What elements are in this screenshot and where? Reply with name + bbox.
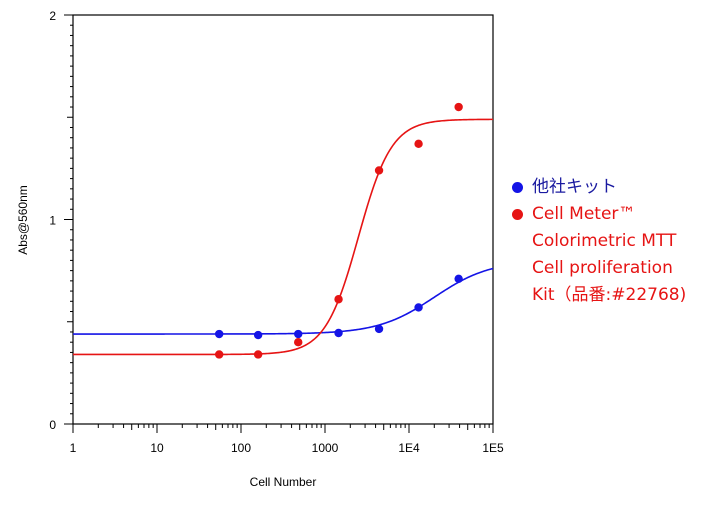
data-point-series-1: [294, 338, 303, 347]
data-point-series-1: [253, 350, 263, 359]
x-axis-ticks: 1 10 100 1000 1E4 1E5: [70, 424, 504, 455]
legend-label-cell-meter: Cell Meter™ Colorimetric MTT Cell prolif…: [532, 204, 687, 305]
data-point-series-0: [294, 329, 303, 339]
legend-item-competitor: 他社キット: [512, 174, 686, 201]
y-axis-label: Abs@560nm: [16, 185, 30, 255]
plot-border: [72, 14, 494, 425]
x-tick-label: 1000: [312, 441, 339, 455]
plot-frame: [72, 14, 494, 425]
data-point-series-1: [334, 295, 343, 304]
legend-marker-competitor: [512, 182, 523, 193]
legend: 他社キット Cell Meter™ Colorimetric MTT Cell …: [512, 174, 686, 309]
data-point-series-1: [214, 350, 224, 359]
data-point-series-0: [414, 303, 423, 312]
x-tick-label: 1E4: [398, 441, 420, 455]
legend-item-cell-meter: Cell Meter™ Colorimetric MTT Cell prolif…: [512, 201, 686, 309]
fit-curve-series-1: [73, 118, 493, 356]
fit-curve-series-0: [73, 267, 494, 335]
legend-label-competitor: 他社キット: [532, 177, 617, 197]
data-point-series-0: [334, 328, 343, 338]
y-axis-ticks: 0 1 2: [49, 9, 73, 432]
data-point-series-0: [374, 324, 384, 334]
x-axis-label: Cell Number: [250, 475, 317, 489]
data-point-series-1: [414, 139, 423, 149]
data-point-series-0: [454, 274, 463, 284]
y-tick-label: 2: [49, 9, 56, 23]
fit-curves: [73, 118, 494, 356]
data-point-series-0: [214, 329, 224, 339]
y-tick-label: 0: [49, 418, 56, 432]
x-tick-label: 100: [231, 441, 251, 455]
legend-marker-cell-meter: [512, 209, 523, 220]
x-tick-label: 1E5: [482, 441, 504, 455]
data-point-series-0: [253, 330, 263, 340]
data-point-series-1: [454, 102, 463, 112]
x-tick-label: 10: [150, 441, 164, 455]
data-point-series-1: [374, 166, 384, 175]
data-points: [214, 102, 463, 359]
x-tick-label: 1: [70, 441, 77, 455]
y-tick-label: 1: [49, 214, 56, 228]
